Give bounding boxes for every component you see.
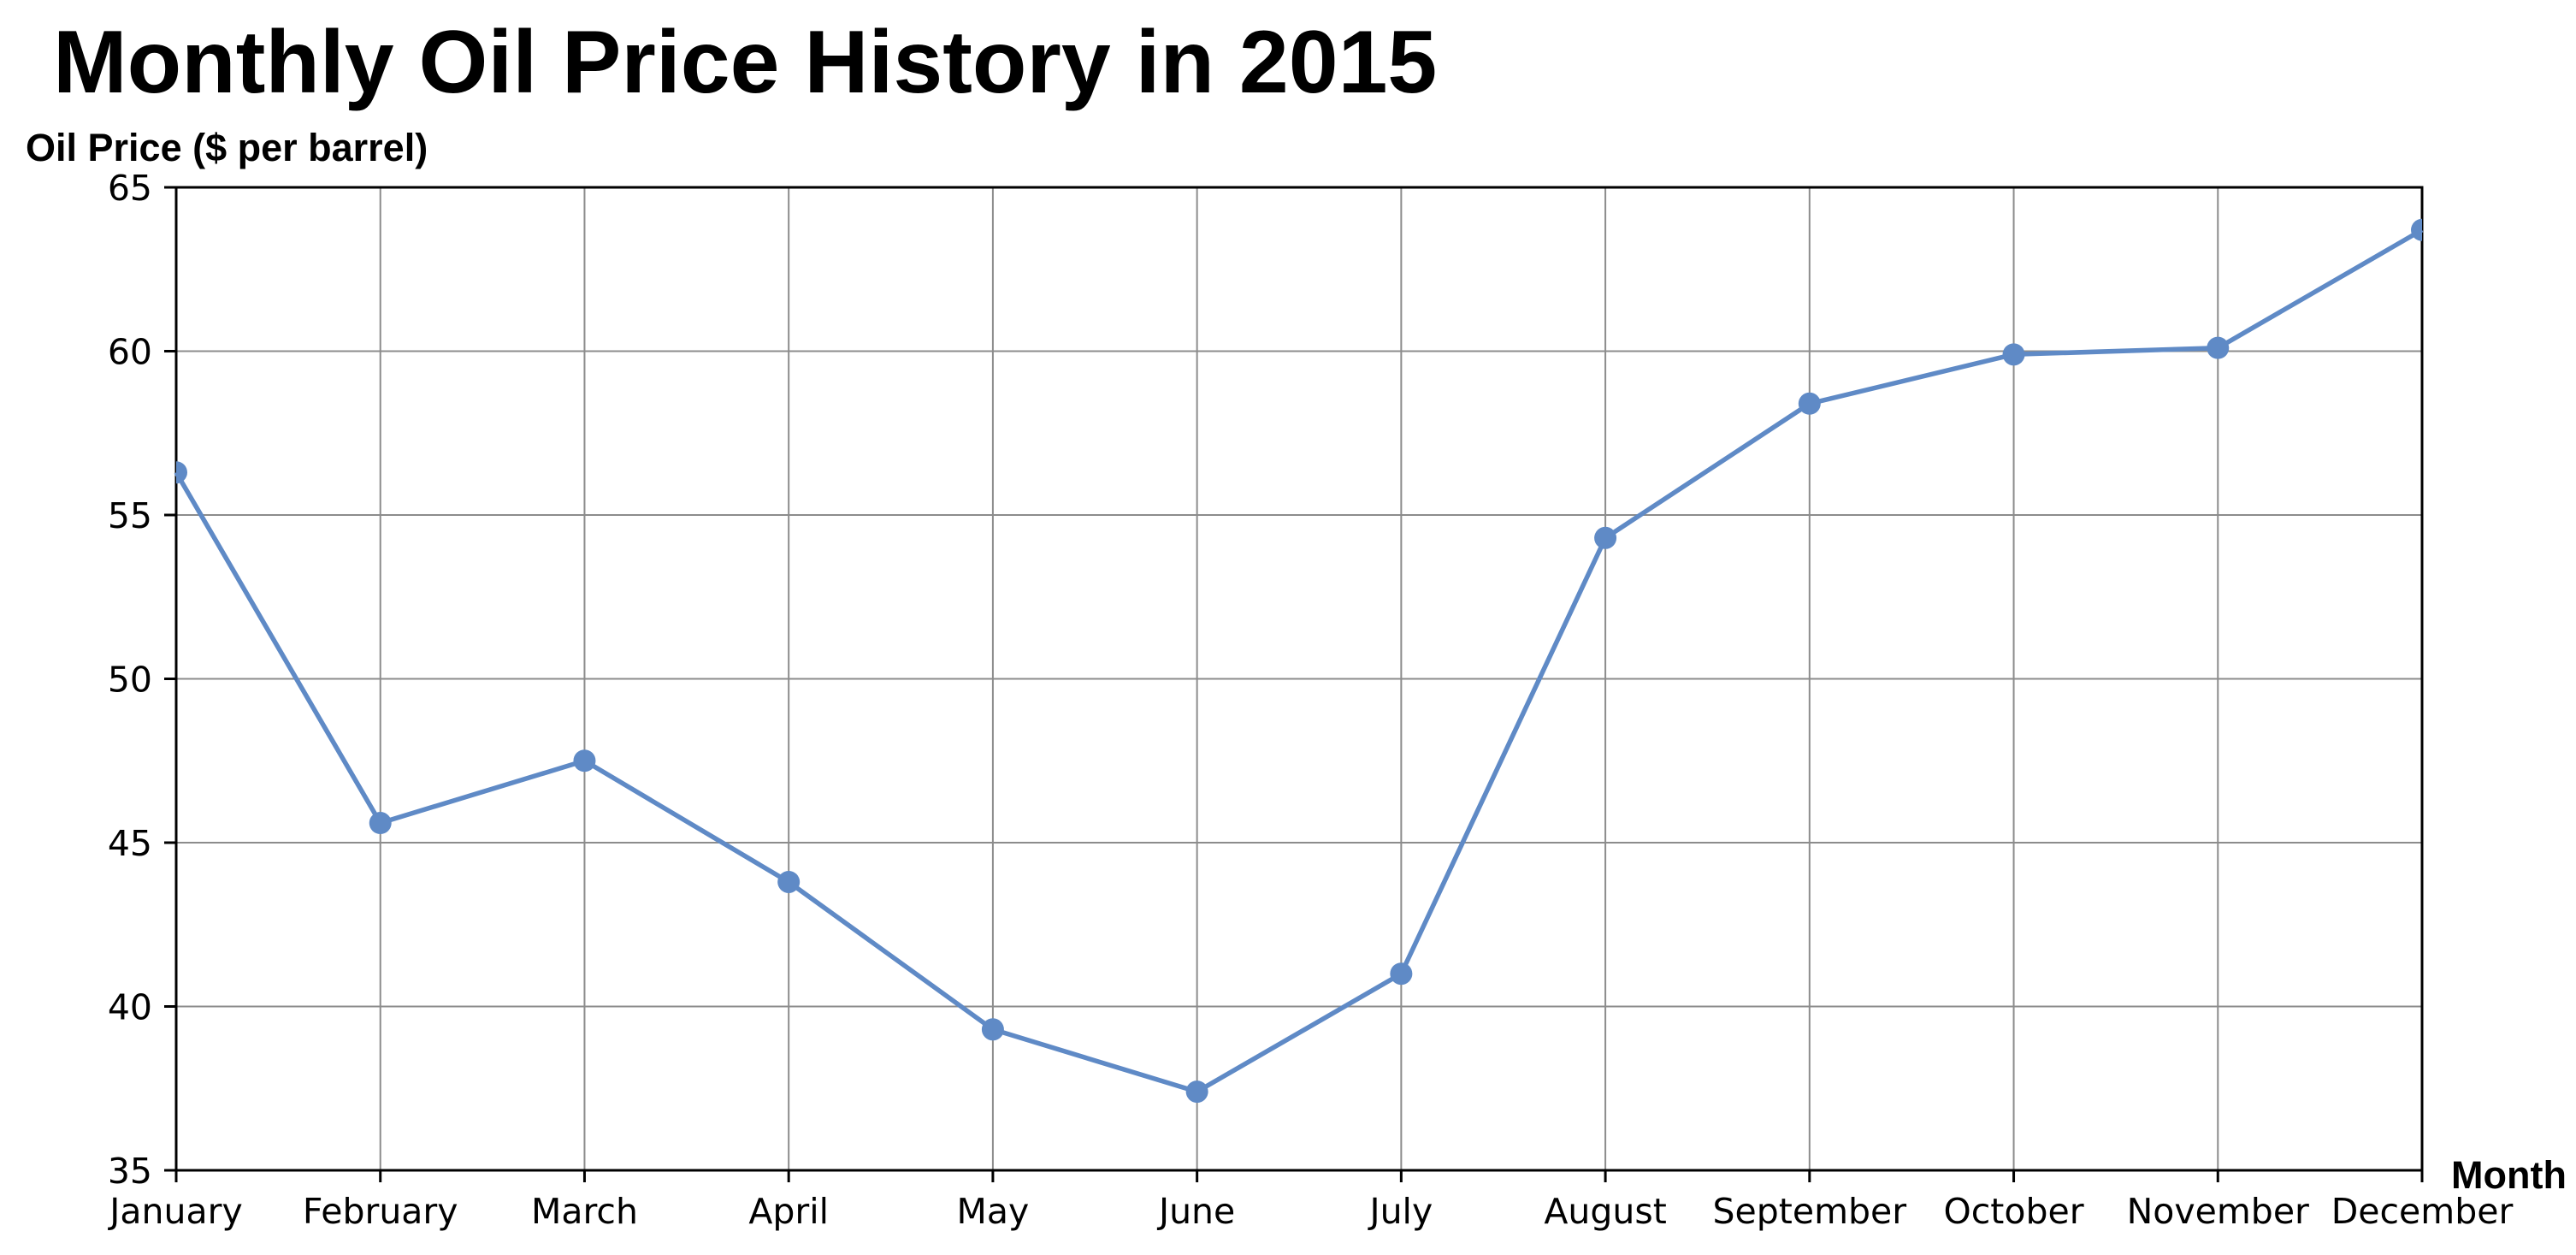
data-point <box>1594 526 1617 549</box>
gridlines <box>176 187 2422 1170</box>
x-axis-label: Month <box>2451 1153 2567 1197</box>
y-tick-label: 35 <box>108 1151 152 1192</box>
data-point <box>176 461 187 484</box>
x-tick-label: August <box>1544 1191 1666 1232</box>
data-points <box>176 218 2422 1104</box>
x-tick-label: September <box>1713 1191 1907 1232</box>
data-point <box>573 749 596 773</box>
y-tick-label: 55 <box>108 495 152 536</box>
x-tick-label: December <box>2331 1191 2514 1232</box>
y-tick-label: 65 <box>108 168 152 209</box>
y-axis-label: Oil Price ($ per barrel) <box>26 126 428 169</box>
data-point <box>369 812 392 835</box>
y-tick-label: 45 <box>108 823 152 864</box>
x-axis-ticks: January February March April May June July Augu… <box>107 1170 2513 1232</box>
data-point <box>1390 962 1413 986</box>
data-point <box>1798 392 1821 415</box>
x-tick-label: July <box>1367 1191 1433 1232</box>
y-tick-label: 40 <box>108 987 152 1028</box>
y-tick-label: 50 <box>108 660 152 701</box>
chart-title: Monthly Oil Price History in 2015 <box>53 13 1437 112</box>
y-axis-ticks: 35 40 45 50 55 60 65 <box>108 168 176 1192</box>
x-tick-label: January <box>107 1191 242 1232</box>
data-point <box>2207 336 2230 359</box>
data-point <box>2411 218 2422 241</box>
series-line <box>174 228 2424 1094</box>
y-tick-label: 60 <box>108 332 152 373</box>
data-point <box>777 870 801 893</box>
data-point <box>1185 1080 1208 1104</box>
data-point <box>2002 343 2025 366</box>
x-tick-label: March <box>531 1191 638 1232</box>
x-tick-label: June <box>1156 1191 1235 1232</box>
x-tick-label: October <box>1943 1191 2083 1232</box>
x-tick-label: February <box>303 1191 458 1232</box>
x-tick-label: April <box>748 1191 829 1232</box>
x-tick-label: May <box>957 1191 1030 1232</box>
x-tick-label: November <box>2127 1191 2309 1232</box>
data-point <box>981 1018 1004 1041</box>
price-series <box>174 218 2424 1104</box>
